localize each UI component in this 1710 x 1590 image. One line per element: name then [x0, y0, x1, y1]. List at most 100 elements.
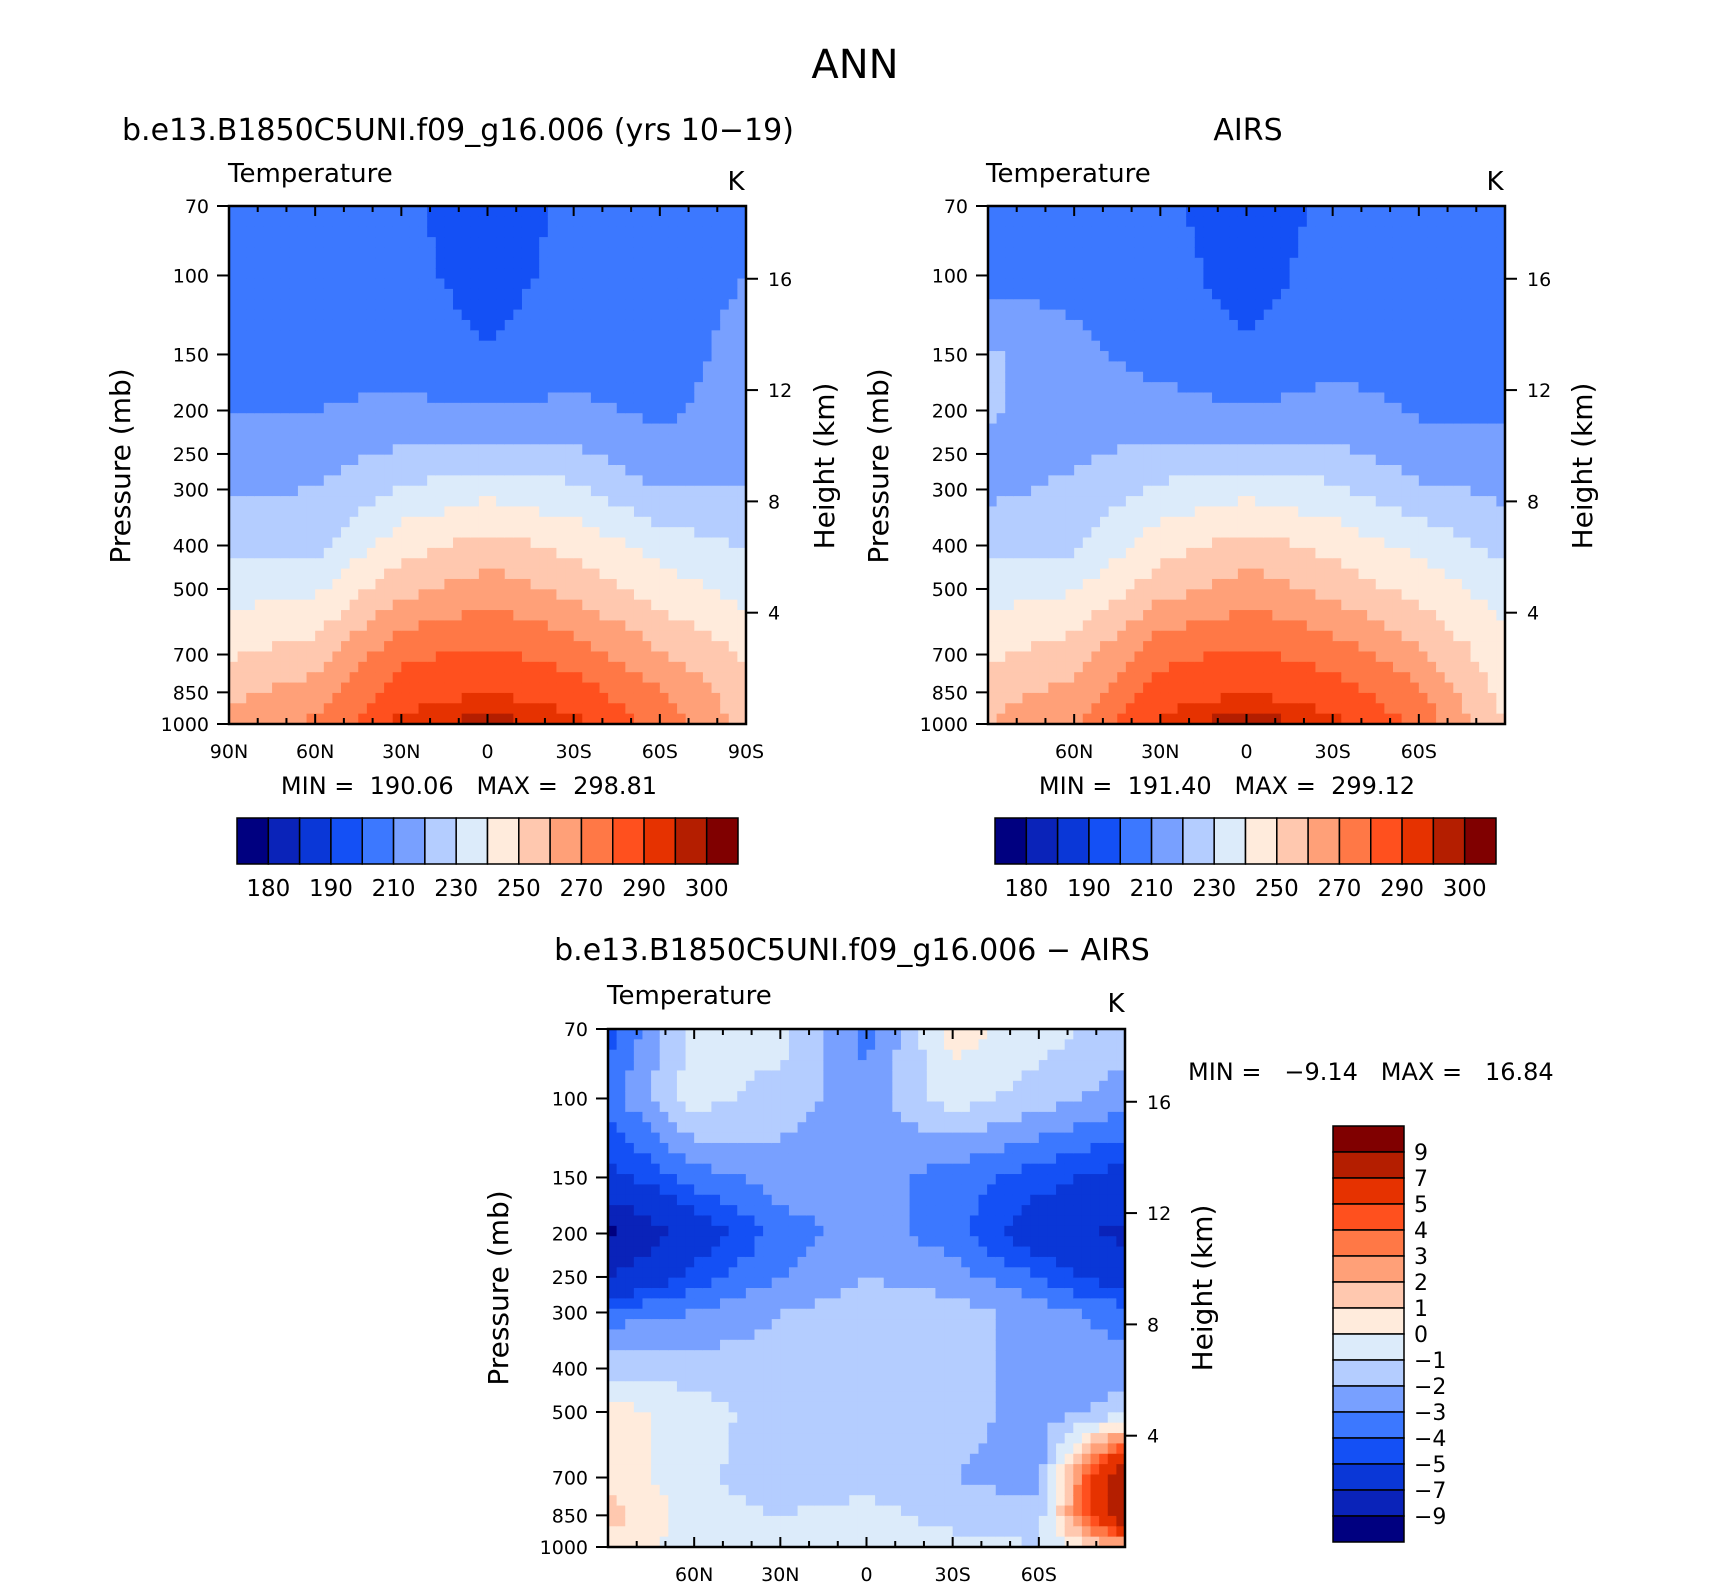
heatmap-cell [988, 340, 998, 352]
heatmap-cell [1100, 537, 1110, 549]
heatmap-cell [1125, 558, 1136, 570]
heatmap-cell [711, 527, 721, 539]
heatmap-cell [1280, 485, 1291, 497]
heatmap-cell [737, 630, 747, 642]
heatmap-cell [1263, 257, 1273, 269]
heatmap-cell [668, 641, 678, 653]
heatmap-cell [349, 206, 359, 217]
heatmap-cell [418, 371, 428, 383]
heatmap-cell [625, 630, 635, 642]
heatmap-cell [1289, 237, 1299, 249]
heatmap-cell [1091, 288, 1101, 300]
panel-obs: AIRS Temperature K Pressure (mb) Height … [862, 113, 1599, 902]
heatmap-cell [720, 288, 730, 300]
heatmap-cell [1168, 433, 1179, 445]
heatmap-cell [1237, 361, 1248, 373]
heatmap-cell [427, 599, 437, 611]
heatmap-cell [1125, 216, 1136, 228]
heatmap-cell [263, 371, 273, 383]
heatmap-cell [521, 620, 532, 632]
heatmap-cell [366, 547, 377, 559]
heatmap-cell [1100, 299, 1110, 311]
heatmap-cell [1100, 444, 1110, 456]
heatmap-cell [392, 309, 402, 321]
heatmap-cell [1134, 641, 1144, 653]
heatmap-cell [530, 692, 540, 704]
heatmap-cell [694, 713, 704, 725]
heatmap-cell [349, 620, 359, 632]
heatmap-cell [668, 485, 678, 497]
heatmap-cell [1194, 413, 1205, 425]
heatmap-cell [1082, 703, 1092, 715]
heatmap-cell [478, 299, 489, 311]
heatmap-cell [1048, 578, 1058, 590]
heatmap-cell [254, 589, 265, 601]
heatmap-cell [556, 392, 566, 404]
heatmap-cell [375, 506, 385, 518]
heatmap-cell [237, 454, 247, 466]
heatmap-cell [254, 216, 265, 228]
heatmap-cell [246, 599, 256, 611]
heatmap-cell [409, 309, 420, 321]
heatmap-cell [427, 299, 437, 311]
heatmap-cell [1255, 216, 1265, 228]
heatmap-cell [409, 402, 420, 414]
heatmap-cell [677, 692, 687, 704]
heatmap-cell [1022, 299, 1032, 311]
heatmap-cell [556, 703, 566, 715]
heatmap-cell [1013, 226, 1024, 238]
heatmap-cell [1005, 465, 1015, 476]
heatmap-cell [728, 506, 738, 518]
heatmap-cell [711, 713, 721, 725]
heatmap-cell [547, 713, 558, 725]
heatmap-cell [1143, 651, 1153, 663]
heatmap-cell [539, 257, 549, 269]
heatmap-cell [418, 641, 428, 653]
heatmap-cell [297, 599, 308, 611]
heatmap-cell [608, 278, 618, 290]
heatmap-cell [573, 340, 583, 352]
heatmap-cell [263, 537, 273, 549]
heatmap-cell [582, 506, 592, 518]
heatmap-cell [487, 433, 497, 445]
heatmap-cell [694, 392, 704, 404]
heatmap-cell [246, 475, 256, 487]
heatmap-cell [358, 319, 368, 331]
heatmap-cell [1255, 392, 1265, 404]
heatmap-cell [1168, 485, 1179, 497]
heatmap-cell [1194, 257, 1205, 269]
heatmap-cell [521, 444, 532, 456]
heatmap-cell [685, 206, 695, 217]
heatmap-cell [616, 599, 626, 611]
heatmap-cell [384, 527, 394, 539]
heatmap-cell [608, 661, 618, 673]
heatmap-cell [1056, 641, 1067, 653]
heatmap-cell [427, 641, 437, 653]
heatmap-cell [1143, 247, 1153, 259]
heatmap-cell [642, 371, 652, 383]
heatmap-cell [246, 444, 256, 456]
heatmap-cell [237, 620, 247, 632]
heatmap-cell [384, 651, 394, 663]
heatmap-cell [737, 392, 747, 404]
heatmap-cell [306, 589, 316, 601]
heatmap-cell [306, 527, 316, 539]
heatmap-cell [461, 206, 471, 217]
heatmap-cell [478, 475, 489, 487]
heatmap-cell [1280, 630, 1291, 642]
heatmap-cell [1203, 330, 1213, 342]
heatmap-cell [1117, 433, 1127, 445]
heatmap-cell [461, 278, 471, 290]
heatmap-cell [461, 402, 471, 414]
heatmap-cell [616, 371, 626, 383]
heatmap-cell [1289, 309, 1299, 321]
heatmap-cell [573, 547, 583, 559]
heatmap-cell [694, 330, 704, 342]
heatmap-cell [659, 361, 670, 373]
heatmap-cell [470, 226, 480, 238]
heatmap-cell [677, 713, 687, 725]
heatmap-cell [1134, 402, 1144, 414]
heatmap-cell [590, 630, 601, 642]
heatmap-cell [401, 226, 411, 238]
heatmap-cell [988, 620, 998, 632]
